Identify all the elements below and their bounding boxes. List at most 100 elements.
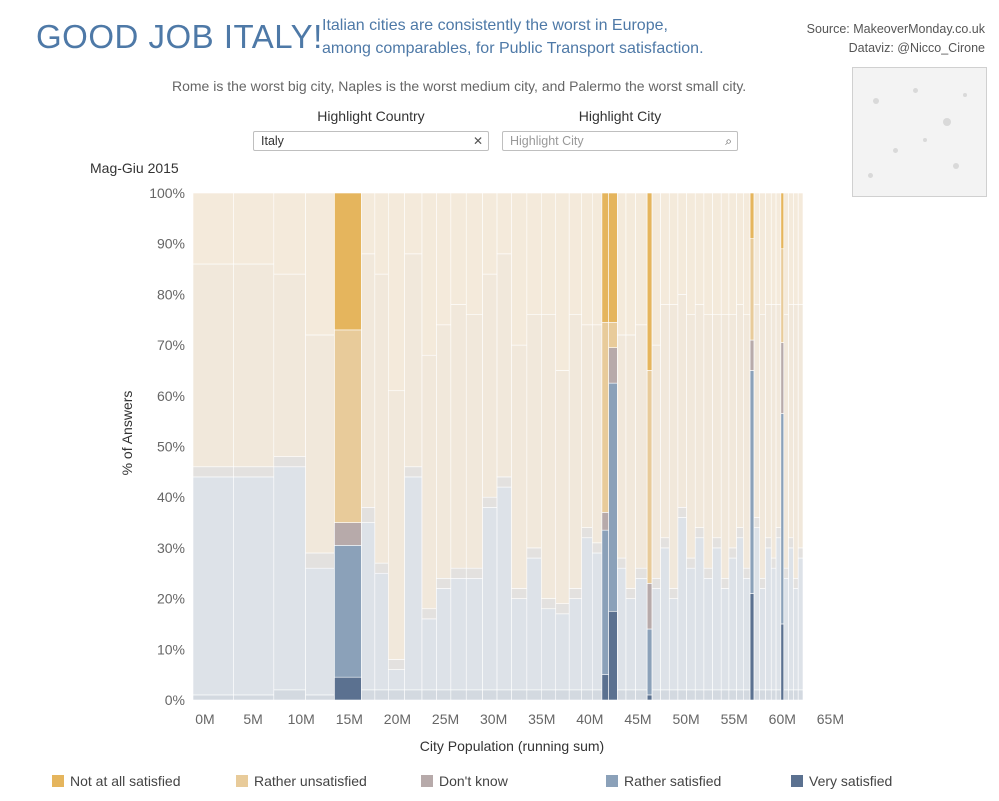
bar-23-rather-sat: [635, 578, 648, 691]
bar-31-very: [712, 689, 722, 701]
bar-19-very: [581, 689, 593, 701]
legend-very-satisfied[interactable]: Very satisfied: [791, 773, 892, 789]
bar-38-not-at_all: [765, 192, 772, 305]
bar-2-very: [273, 689, 306, 701]
bar-40-rather-unsat: [775, 304, 782, 528]
bar-44-dont-know: [797, 547, 804, 559]
legend-not-at-all[interactable]: Not at all satisfied: [52, 773, 181, 789]
bar-40-dont-know: [775, 527, 782, 539]
bar-42-very: [788, 689, 794, 701]
bar-37-very: [759, 689, 766, 701]
highlighted-bar-2-not-at_all: [608, 192, 618, 323]
bar-29-dont-know: [694, 527, 705, 539]
legend-rather-unsatisfied[interactable]: Rather unsatisfied: [236, 773, 367, 789]
bar-20-dont-know: [591, 542, 603, 554]
dataviz-credit: Dataviz: @Nicco_Cirone: [848, 41, 985, 55]
y-tick-label: 60%: [157, 388, 185, 404]
bar-34-rather-sat: [736, 537, 744, 691]
bar-34-dont-know: [736, 527, 744, 539]
bar-13-very: [496, 689, 512, 701]
bar-31-dont-know: [712, 537, 722, 549]
bar-27-dont-know: [677, 507, 687, 518]
bar-29-very: [694, 689, 705, 701]
bar-31-rather-unsat: [712, 314, 722, 539]
legend-dont-know[interactable]: Don't know: [421, 773, 508, 789]
source-line: Source: MakeoverMonday.co.uk: [806, 22, 985, 36]
legend-rather-satisfied[interactable]: Rather satisfied: [606, 773, 721, 789]
bar-5-rather-unsat: [374, 273, 389, 564]
dashboard-title: GOOD JOB ITALY!: [36, 18, 323, 55]
map-thumbnail[interactable]: [852, 67, 987, 197]
bar-23-rather-unsat: [635, 324, 648, 569]
search-icon[interactable]: ⌕: [725, 134, 732, 148]
bar-39-rather-unsat: [770, 304, 777, 559]
bar-18-rather-unsat: [568, 314, 583, 589]
bar-33-rather-unsat: [728, 314, 737, 549]
bar-42-rather-sat: [788, 547, 794, 691]
bar-40-very: [775, 689, 782, 701]
x-tick-label: 15M: [336, 711, 363, 727]
bar-36-dont-know: [753, 517, 761, 528]
bar-16-very: [540, 689, 557, 701]
bar-7-not-at_all: [404, 192, 423, 255]
bar-9-not-at_all: [436, 192, 452, 326]
bar-32-dont-know: [720, 578, 730, 589]
bar-20-rather-unsat: [591, 324, 603, 544]
bar-33-dont-know: [728, 547, 737, 559]
highlighted-bar-4-very: [749, 593, 755, 701]
bar-35-rather-sat: [743, 578, 751, 691]
bar-6-dont-know: [388, 659, 405, 670]
bar-28-rather-unsat: [686, 314, 696, 559]
bar-41-rather-sat: [783, 578, 789, 691]
highlighted-bar-2-rather-unsat: [608, 321, 618, 348]
bar-3-dont-know: [305, 552, 335, 569]
bar-10-rather-unsat: [450, 304, 467, 569]
bar-43-not-at_all: [793, 192, 799, 305]
bar-21-rather-sat: [617, 567, 627, 691]
bar-16-not-at_all: [540, 192, 557, 315]
bar-0-dont-know: [192, 466, 234, 478]
bar-18-not-at_all: [568, 192, 583, 315]
bar-4-very: [361, 689, 376, 701]
bar-37-not-at_all: [759, 192, 766, 315]
bar-24-not-at_all: [651, 192, 661, 346]
highlighted-bar-4-not-at_all: [749, 192, 755, 239]
bar-33-very: [728, 689, 737, 701]
bar-5-dont-know: [374, 562, 389, 574]
close-icon[interactable]: ✕: [472, 134, 483, 148]
highlighted-bar-3-very: [646, 694, 653, 701]
bar-9-rather-unsat: [436, 324, 452, 579]
bar-9-dont-know: [436, 578, 452, 589]
country-filter-input[interactable]: Italy ✕: [253, 131, 489, 151]
bar-18-dont-know: [568, 588, 583, 599]
bar-29-not-at_all: [694, 192, 705, 305]
bar-15-rather-unsat: [526, 314, 542, 549]
bar-13-rather-sat: [496, 486, 512, 691]
city-filter-input[interactable]: Highlight City ⌕: [502, 131, 738, 151]
bar-34-rather-unsat: [736, 304, 744, 528]
x-tick-label: 40M: [576, 711, 603, 727]
highlighted-bar-5-rather-sat: [780, 413, 785, 625]
bar-3-rather-sat: [305, 567, 335, 696]
bar-24-rather-unsat: [651, 344, 661, 579]
bar-12-dont-know: [482, 496, 498, 508]
bar-25-dont-know: [660, 537, 670, 549]
chart-description: Rome is the worst big city, Naples is th…: [172, 78, 747, 94]
bar-36-rather-sat: [753, 527, 761, 691]
subtitle-line-2: among comparables, for Public Transport …: [322, 40, 704, 57]
y-tick-label: 30%: [157, 540, 185, 556]
bar-41-very: [783, 689, 789, 701]
bar-21-not-at_all: [617, 192, 627, 336]
x-tick-label: 30M: [480, 711, 507, 727]
bar-32-rather-sat: [720, 588, 730, 691]
bar-42-dont-know: [788, 537, 794, 549]
x-axis-title: City Population (running sum): [420, 738, 604, 754]
bar-30-not-at_all: [703, 192, 713, 315]
highlighted-bar-0-very: [334, 676, 362, 701]
bar-22-rather-sat: [625, 598, 636, 691]
bar-12-very: [482, 689, 498, 701]
bar-13-not-at_all: [496, 192, 512, 255]
bar-25-not-at_all: [660, 192, 670, 305]
bar-40-rather-sat: [775, 537, 782, 691]
bar-16-rather-unsat: [540, 314, 557, 599]
